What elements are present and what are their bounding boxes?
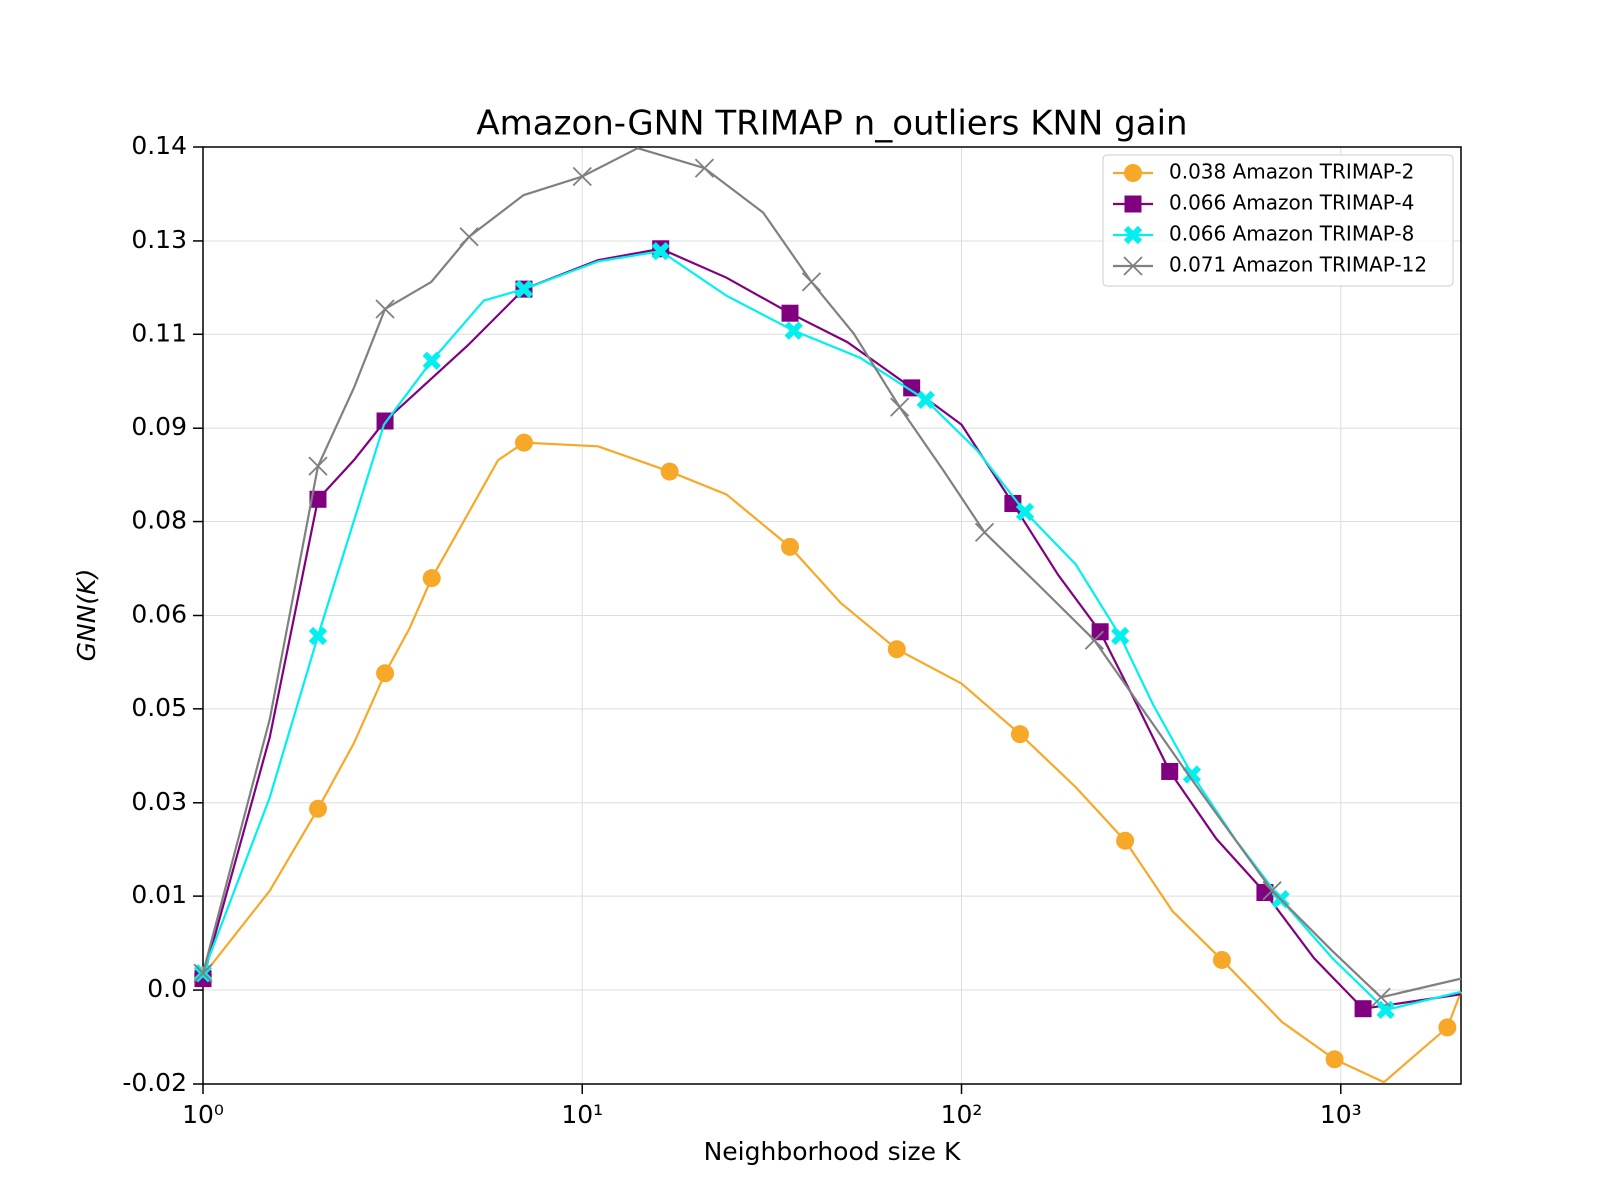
marker (660, 462, 679, 481)
series-line (201, 147, 1462, 999)
y-tick-label: 0.09 (131, 412, 187, 441)
marker (375, 299, 395, 319)
marker (781, 304, 799, 322)
marker (514, 279, 534, 299)
marker (1116, 831, 1135, 850)
marker (1438, 1018, 1457, 1037)
legend-label: 0.071 Amazon TRIMAP-12 (1169, 253, 1427, 277)
marker (916, 390, 935, 410)
marker (1371, 987, 1391, 1007)
y-tick-label: 0.0 (147, 974, 187, 1003)
y-tick-label: 0.06 (131, 600, 187, 629)
marker (1123, 225, 1143, 245)
y-tick-label: -0.02 (122, 1068, 187, 1097)
y-tick-label: 0.03 (131, 787, 187, 816)
marker (376, 664, 395, 683)
marker (1123, 256, 1143, 276)
y-tick-label: 0.13 (131, 225, 187, 254)
marker (1010, 725, 1029, 744)
marker (1124, 195, 1142, 213)
marker (1182, 765, 1202, 784)
legend: 0.038 Amazon TRIMAP-2 0.066 Amazon TRIMAP… (1102, 154, 1454, 287)
marker (514, 433, 533, 452)
marker (1015, 502, 1035, 522)
marker (1084, 630, 1104, 650)
marker (422, 351, 441, 370)
y-tick-label: 0.05 (131, 693, 187, 722)
marker (1111, 626, 1130, 646)
legend-label: 0.066 Amazon TRIMAP-4 (1169, 191, 1414, 215)
marker (1262, 881, 1282, 901)
legend-label: 0.066 Amazon TRIMAP-8 (1169, 222, 1414, 246)
x-tick-label: 10⁰ (182, 1100, 224, 1129)
marker (1091, 623, 1109, 641)
x-tick-label: 10² (941, 1100, 983, 1129)
marker (887, 640, 906, 659)
x-axis-label: Neighborhood size K (704, 1137, 961, 1166)
x-tick-label: 10¹ (561, 1100, 603, 1129)
marker (193, 963, 213, 983)
marker (974, 522, 995, 543)
marker (651, 242, 670, 261)
x-tick-label: 10³ (1320, 1100, 1362, 1129)
marker (781, 537, 800, 556)
plot-frame (202, 146, 1462, 1085)
marker (801, 272, 822, 292)
marker (308, 456, 328, 476)
y-tick-label: 0.11 (131, 318, 187, 347)
marker (1161, 762, 1179, 780)
y-tick-label: 0.08 (131, 506, 187, 535)
legend-box (1102, 154, 1454, 287)
y-tick-label: 0.01 (131, 880, 187, 909)
marker (308, 626, 328, 646)
marker (1325, 1050, 1344, 1069)
legend-label: 0.038 Amazon TRIMAP-2 (1169, 160, 1414, 184)
y-axis-label: GNN(K) (72, 569, 101, 662)
marker (1124, 164, 1142, 182)
marker (1354, 1000, 1372, 1018)
marker (903, 379, 921, 397)
chart-title: Amazon-GNN TRIMAP n_outliers KNN gain (476, 104, 1187, 144)
marker (422, 569, 441, 588)
marker (694, 158, 715, 178)
marker (459, 227, 479, 247)
marker (308, 799, 327, 818)
marker (309, 490, 327, 508)
marker (890, 397, 910, 417)
y-tick-label: 0.14 (131, 131, 187, 160)
series-line (202, 441, 1463, 1084)
marker (784, 321, 803, 340)
marker (1212, 950, 1231, 969)
marker (572, 166, 592, 187)
